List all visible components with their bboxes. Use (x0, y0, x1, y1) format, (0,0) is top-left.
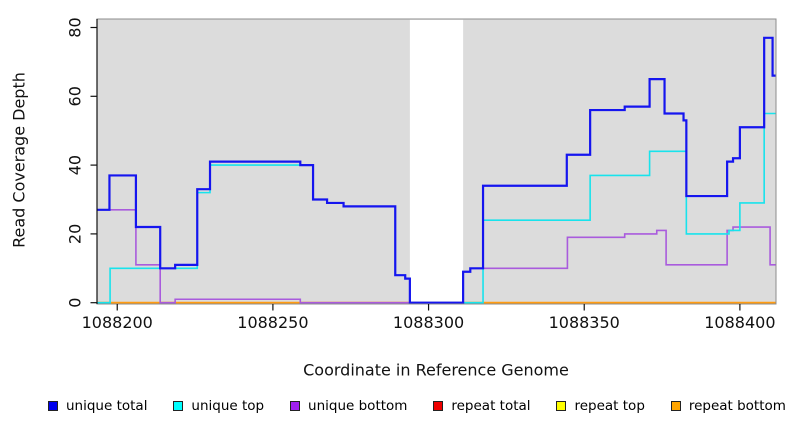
legend-label-repeat-top: repeat top (574, 398, 645, 414)
y-axis-title: Read Coverage Depth (9, 72, 29, 248)
coverage-gap-region (409, 19, 464, 303)
x-tick-label: 1088350 (549, 313, 620, 332)
legend-swatch-unique-total (48, 401, 58, 411)
y-tick-label: 80 (66, 17, 85, 37)
legend-item-repeat-bottom: repeat bottom (670, 398, 786, 414)
legend-swatch-repeat-top (556, 401, 567, 411)
y-tick-label: 20 (66, 224, 85, 244)
y-tick-label: 60 (66, 86, 85, 106)
y-tick-label: 0 (66, 298, 85, 308)
legend-swatch-repeat-total (433, 401, 444, 411)
legend-swatch-unique-bottom (290, 401, 301, 411)
series-line-unique-total (97, 36, 776, 304)
legend-item-repeat-top: repeat top (556, 398, 645, 414)
x-tick-label: 1088200 (82, 313, 153, 332)
legend-swatch-repeat-bottom (670, 401, 681, 411)
y-tick-label: 40 (66, 155, 85, 175)
x-tick-label: 1088250 (237, 313, 308, 332)
x-tick-label: 1088400 (704, 313, 775, 332)
legend-label-repeat-total: repeat total (451, 398, 531, 414)
legend: unique total unique top unique bottom re… (48, 398, 786, 414)
x-tick-label: 1088300 (393, 313, 464, 332)
legend-swatch-unique-top (173, 401, 184, 411)
x-axis-title: Coordinate in Reference Genome (303, 360, 569, 380)
legend-item-unique-total: unique total (48, 398, 147, 414)
legend-item-repeat-total: repeat total (433, 398, 531, 414)
legend-item-unique-bottom: unique bottom (290, 398, 407, 414)
legend-label-unique-top: unique top (191, 398, 265, 414)
legend-label-unique-bottom: unique bottom (308, 398, 408, 414)
legend-label-repeat-bottom: repeat bottom (688, 398, 786, 414)
legend-item-unique-top: unique top (173, 398, 264, 414)
legend-label-unique-total: unique total (66, 398, 148, 414)
